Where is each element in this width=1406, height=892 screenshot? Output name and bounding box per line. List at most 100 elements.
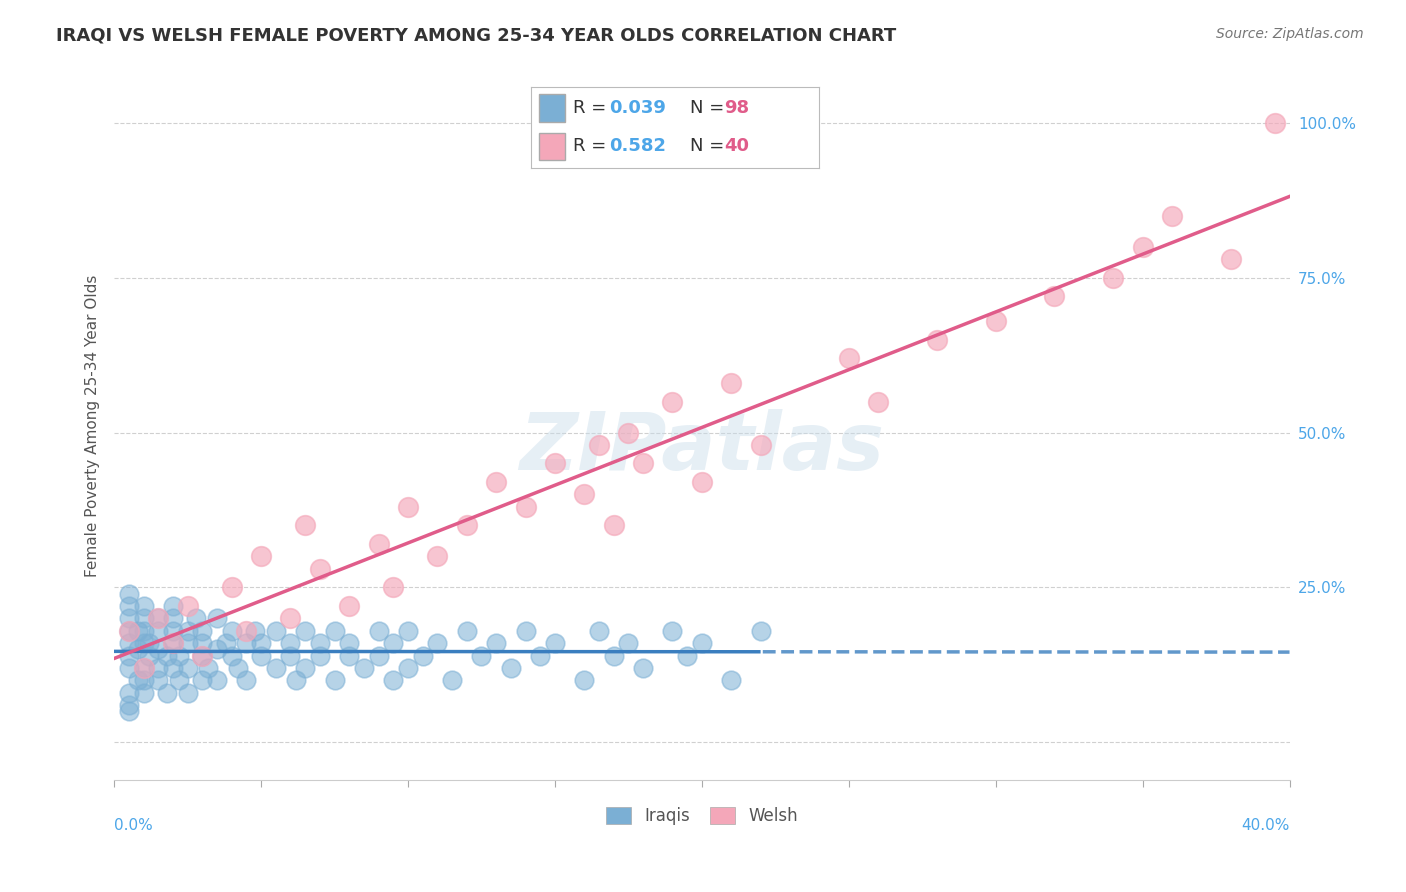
Point xyxy=(148,611,170,625)
Point xyxy=(132,611,155,625)
Point xyxy=(118,636,141,650)
Point xyxy=(138,648,160,663)
Point xyxy=(470,648,492,663)
Point xyxy=(294,661,316,675)
Point xyxy=(499,661,522,675)
Point xyxy=(176,661,198,675)
Point xyxy=(127,673,149,688)
Point xyxy=(617,425,640,440)
Point xyxy=(574,487,596,501)
Point xyxy=(367,648,389,663)
Point xyxy=(162,636,184,650)
Point xyxy=(221,581,243,595)
Point xyxy=(382,673,405,688)
Point xyxy=(148,624,170,638)
Point xyxy=(602,648,624,663)
Point xyxy=(118,624,141,638)
Point xyxy=(176,599,198,613)
Point xyxy=(235,624,257,638)
Point xyxy=(588,438,610,452)
Point xyxy=(485,636,508,650)
Point xyxy=(186,611,208,625)
Point xyxy=(250,636,273,650)
Point xyxy=(132,673,155,688)
Point xyxy=(544,457,567,471)
Point xyxy=(396,500,419,514)
Point xyxy=(148,642,170,657)
Point xyxy=(396,661,419,675)
Point xyxy=(118,624,141,638)
Point xyxy=(250,648,273,663)
Point xyxy=(412,648,434,663)
Point xyxy=(132,661,155,675)
Point xyxy=(221,648,243,663)
Point xyxy=(245,624,267,638)
Point xyxy=(264,661,287,675)
Point xyxy=(456,624,478,638)
Point xyxy=(118,587,141,601)
Point xyxy=(337,648,360,663)
Point xyxy=(1264,115,1286,129)
Point xyxy=(148,673,170,688)
Point xyxy=(176,686,198,700)
Point xyxy=(544,636,567,650)
Point xyxy=(280,611,302,625)
Point xyxy=(118,661,141,675)
Legend: Iraqis, Welsh: Iraqis, Welsh xyxy=(599,800,804,831)
Point xyxy=(235,673,257,688)
Point xyxy=(617,636,640,650)
Point xyxy=(367,624,389,638)
Point xyxy=(602,518,624,533)
Y-axis label: Female Poverty Among 25-34 Year Olds: Female Poverty Among 25-34 Year Olds xyxy=(86,275,100,577)
Point xyxy=(1043,289,1066,303)
Text: ZIPatlas: ZIPatlas xyxy=(519,409,884,486)
Point xyxy=(323,673,346,688)
Point xyxy=(226,661,249,675)
Point xyxy=(264,624,287,638)
Point xyxy=(118,599,141,613)
Point xyxy=(162,636,184,650)
Point xyxy=(148,661,170,675)
Point xyxy=(176,636,198,650)
Point xyxy=(838,351,860,365)
Point xyxy=(720,376,742,390)
Point xyxy=(1132,239,1154,253)
Point xyxy=(118,648,141,663)
Point xyxy=(337,599,360,613)
Point xyxy=(690,636,713,650)
Point xyxy=(309,636,332,650)
Point xyxy=(441,673,464,688)
Point xyxy=(132,686,155,700)
Point xyxy=(162,599,184,613)
Point xyxy=(205,611,228,625)
Point xyxy=(323,624,346,638)
Point xyxy=(720,673,742,688)
Point xyxy=(138,636,160,650)
Point xyxy=(294,518,316,533)
Point xyxy=(127,642,149,657)
Point xyxy=(661,624,683,638)
Text: 40.0%: 40.0% xyxy=(1241,819,1289,833)
Point xyxy=(285,673,308,688)
Point xyxy=(426,636,449,650)
Text: Source: ZipAtlas.com: Source: ZipAtlas.com xyxy=(1216,27,1364,41)
Point xyxy=(148,611,170,625)
Point xyxy=(167,673,190,688)
Point xyxy=(631,457,654,471)
Point xyxy=(661,394,683,409)
Point xyxy=(132,661,155,675)
Point xyxy=(156,648,179,663)
Point xyxy=(574,673,596,688)
Point xyxy=(749,438,772,452)
Point xyxy=(925,333,948,347)
Point xyxy=(367,537,389,551)
Point xyxy=(1161,209,1184,223)
Point xyxy=(191,636,214,650)
Point xyxy=(631,661,654,675)
Point xyxy=(588,624,610,638)
Point xyxy=(515,624,537,638)
Point xyxy=(191,624,214,638)
Point xyxy=(309,562,332,576)
Point xyxy=(485,475,508,489)
Point xyxy=(280,636,302,650)
